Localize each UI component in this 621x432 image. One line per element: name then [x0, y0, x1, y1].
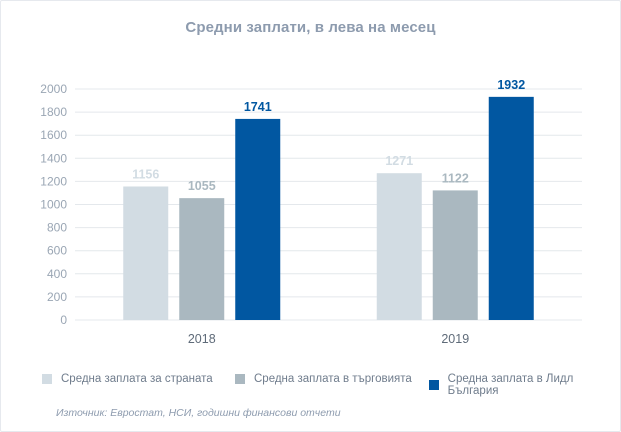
legend-swatch-trade [235, 374, 245, 384]
y-tick-label: 1000 [40, 198, 67, 212]
y-tick-label: 800 [47, 221, 67, 235]
y-tick-label: 400 [47, 267, 67, 281]
y-tick-label: 200 [47, 290, 67, 304]
y-tick-label: 1400 [40, 151, 67, 165]
data-label-lidl-2018: 1741 [244, 100, 272, 114]
legend-swatch-lidl [429, 380, 439, 390]
y-tick-label: 2000 [40, 82, 67, 96]
legend-item-trade: Средна заплата в търговията [235, 373, 412, 385]
data-label-lidl-2019: 1932 [497, 78, 525, 92]
y-tick-label: 600 [47, 244, 67, 258]
legend-swatch-country [42, 374, 52, 384]
bar-lidl-2019 [488, 96, 534, 320]
bar-lidl-2018 [235, 118, 281, 321]
bar-country-2018 [123, 186, 169, 320]
x-tick-label: 2019 [441, 332, 469, 346]
bar-country-2019 [376, 173, 422, 320]
y-tick-label: 1800 [40, 105, 67, 119]
bar-trade-2018 [179, 198, 225, 320]
x-tick-label: 2018 [188, 332, 216, 346]
legend-label-lidl: Средна заплата в Лидл България [447, 373, 574, 397]
source-note: Източник: Евростат, НСИ, годишни финансо… [56, 407, 341, 419]
chart-legend: Средна заплата за страната Средна заплат… [0, 373, 621, 397]
bar-trade-2019 [432, 190, 478, 320]
legend-item-country: Средна заплата за страната [42, 373, 213, 385]
data-label-trade-2018: 1055 [188, 179, 216, 193]
data-label-trade-2019: 1122 [442, 171, 469, 185]
data-label-country-2019: 1271 [385, 154, 413, 168]
y-tick-label: 0 [60, 313, 67, 327]
chart-title: Средни заплати, в лева на месец [185, 19, 436, 36]
legend-item-lidl: Средна заплата в Лидл България [429, 373, 621, 397]
y-tick-label: 1200 [40, 174, 67, 188]
y-tick-label: 1600 [40, 128, 67, 142]
data-label-country-2018: 1156 [132, 167, 159, 181]
legend-label-trade: Средна заплата в търговията [254, 373, 412, 385]
legend-label-country: Средна заплата за страната [61, 373, 213, 385]
